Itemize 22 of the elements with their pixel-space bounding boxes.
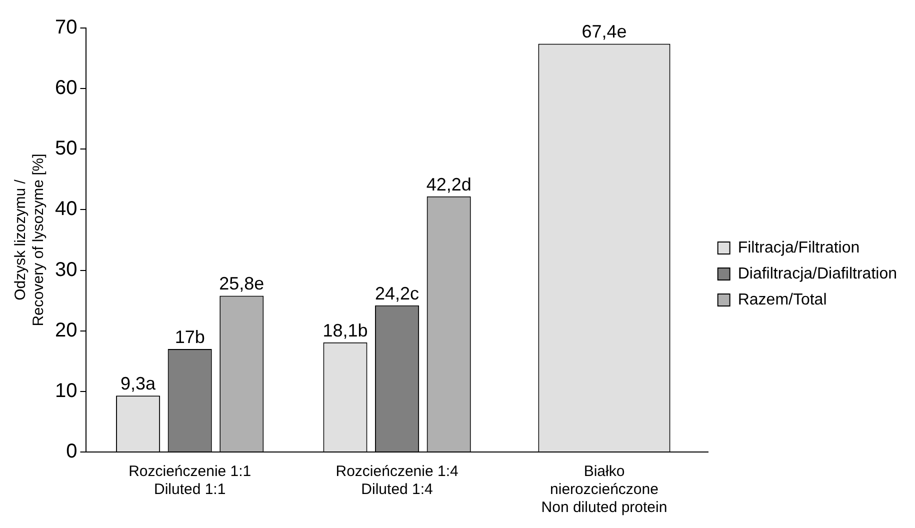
y-tick-label: 50 — [54, 138, 78, 160]
y-tick-label: 40 — [54, 198, 78, 220]
y-tick-label: 30 — [54, 258, 78, 281]
x-tick-label: Rozcieńczenie 1:1 Diluted 1:1 — [128, 463, 252, 498]
x-tick-label: Rozcieńczenie 1:4 Diluted 1:4 — [336, 463, 458, 498]
legend-label: Razem/Total — [738, 291, 827, 308]
x-tick-label: Białko nierozcieńczone Non diluted protein — [541, 463, 668, 516]
y-tick-label: 20 — [54, 319, 78, 342]
legend-label: Filtracja/Filtration — [738, 239, 860, 256]
y-tick-label: 0 — [66, 440, 78, 463]
data-label: 25,8e — [219, 274, 264, 294]
y-axis-title: Odzysk lizozymu / Recovery of lysozyme [%] — [12, 154, 48, 326]
data-label: 24,2c — [375, 283, 420, 304]
data-label: 42,2d — [426, 174, 472, 194]
y-tick-label: 60 — [54, 77, 78, 100]
data-label: 18,1b — [322, 320, 368, 340]
data-label: 17b — [174, 326, 205, 347]
y-tick-label: 70 — [54, 16, 78, 39]
legend-label: Diafiltracja/Diafiltration — [738, 265, 898, 282]
data-label: 67,4e — [582, 22, 627, 42]
data-label: 9,3a — [120, 374, 157, 394]
y-tick-label: 10 — [54, 380, 78, 402]
